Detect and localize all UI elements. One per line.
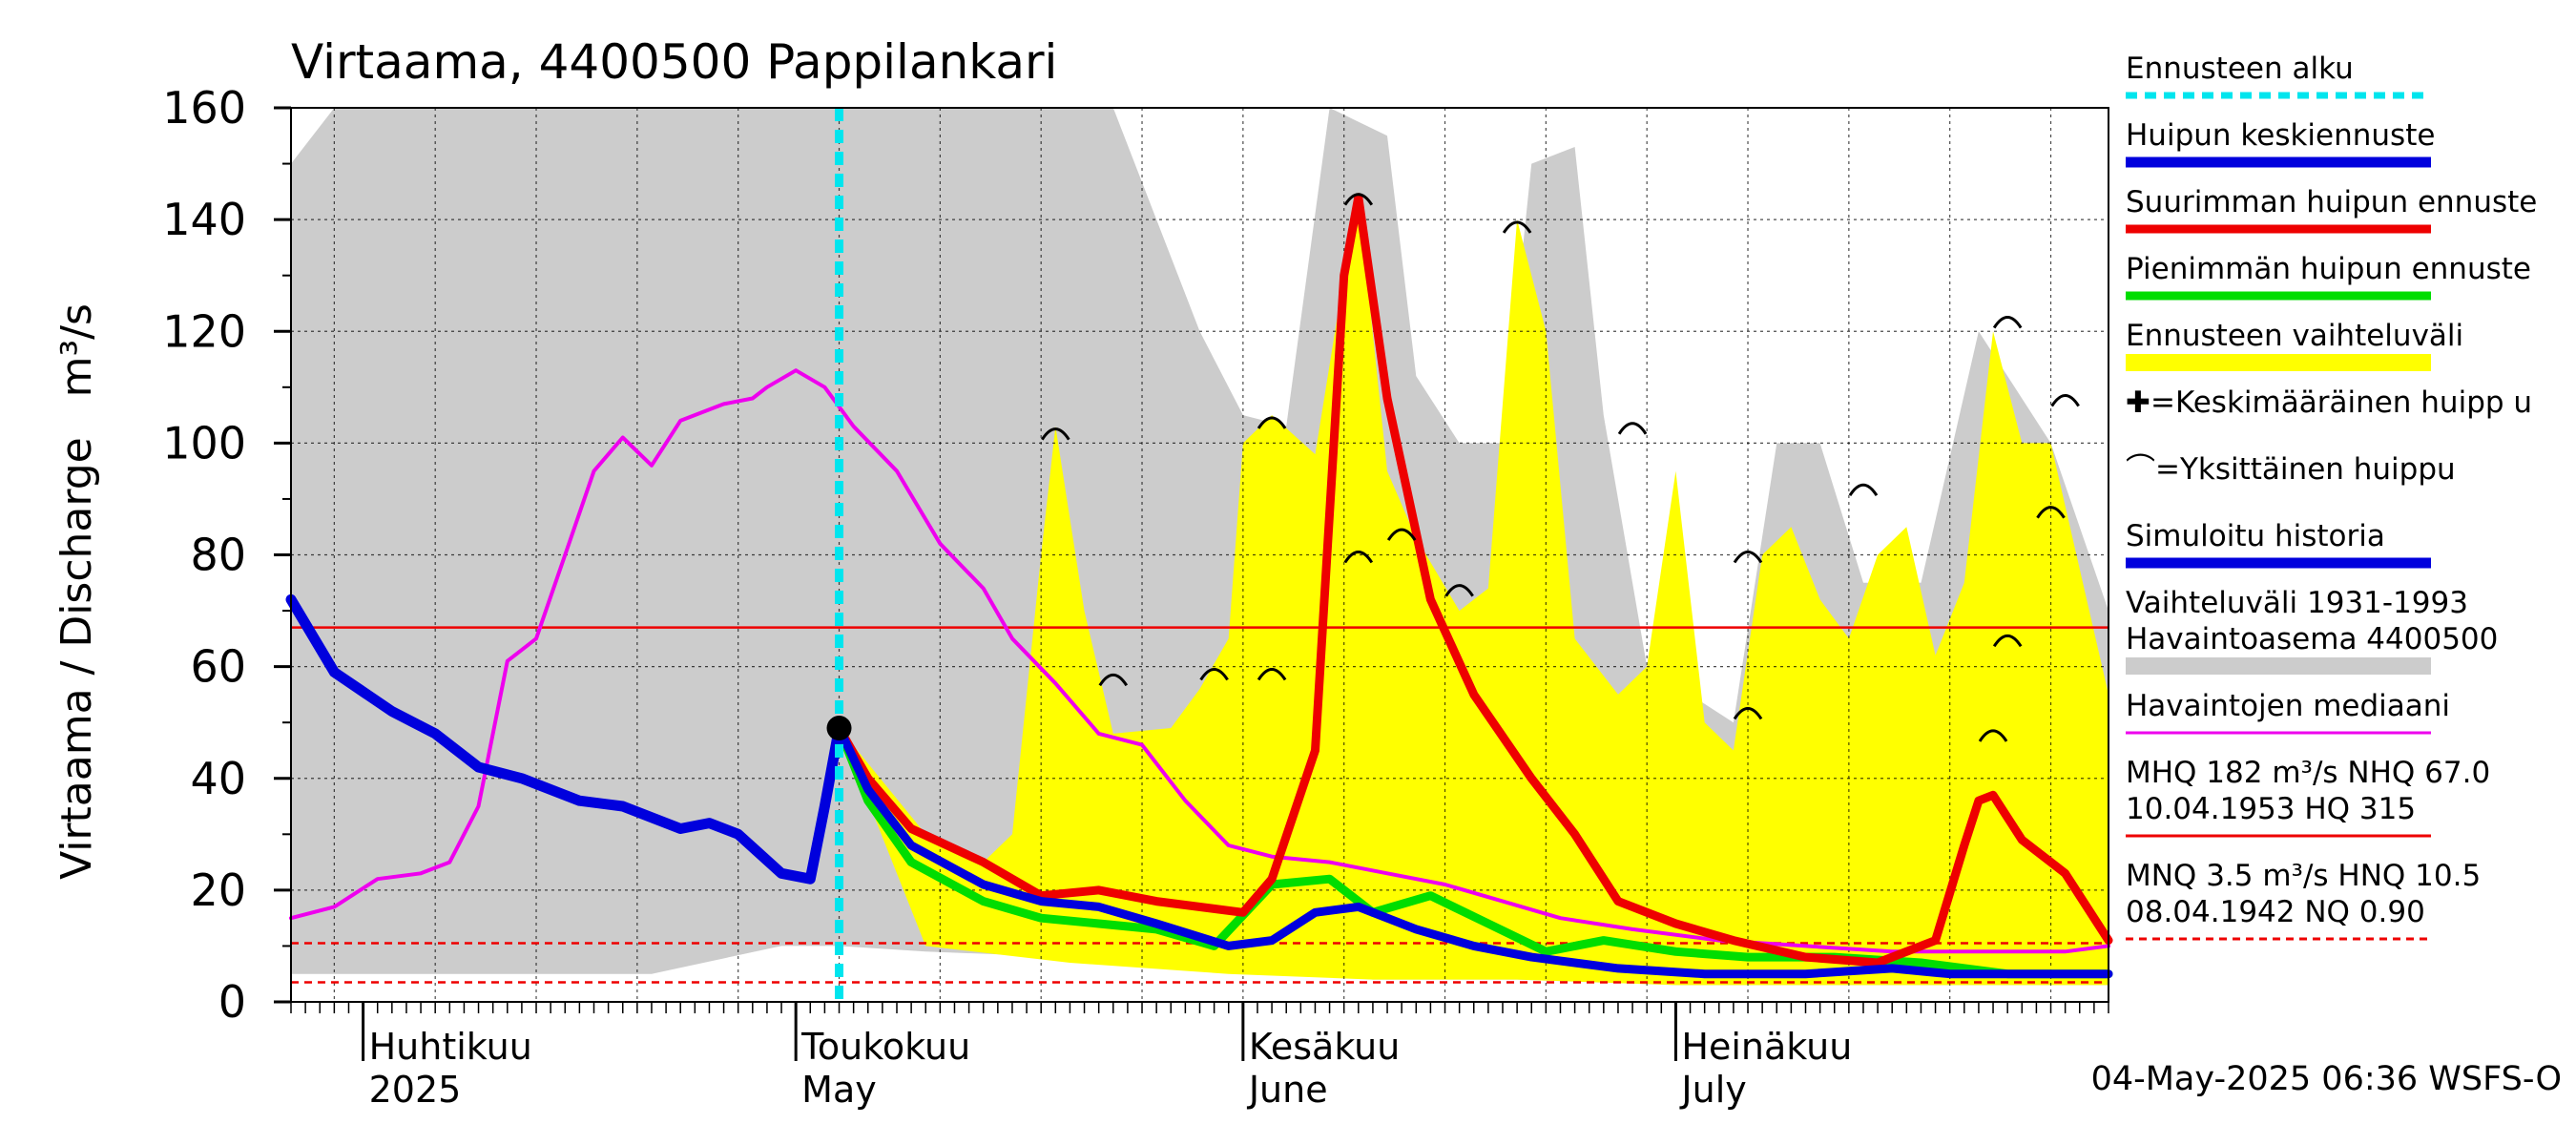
mean-peak-forecast-line <box>835 723 2113 979</box>
x-month-label-en: July <box>1679 1069 1746 1111</box>
single-peak-marker <box>1502 220 1532 234</box>
legend-label: ⌒=Yksittäinen huippu <box>2126 452 2456 487</box>
legend-swatch <box>2126 657 2431 675</box>
single-peak-marker <box>1733 707 1763 720</box>
forecast-range-band <box>839 197 2109 986</box>
legend-label: Pienimmän huipun ennuste <box>2126 252 2531 286</box>
x-month-label-fi: Heinäkuu <box>1681 1026 1852 1068</box>
single-peak-marker <box>1617 422 1648 435</box>
single-peak-marker <box>1199 668 1229 681</box>
legend-label: 08.04.1942 NQ 0.90 <box>2126 895 2425 929</box>
single-peak-marker <box>2050 394 2080 407</box>
y-tick-label: 40 <box>190 753 246 804</box>
legend-label: Ennusteen vaihteluväli <box>2126 319 2463 353</box>
y-tick-label: 80 <box>190 530 246 581</box>
single-peak-markers <box>1041 193 2080 742</box>
x-month-label-en: 2025 <box>369 1069 462 1111</box>
single-peak-marker <box>1733 551 1763 564</box>
y-tick-label: 140 <box>162 194 246 245</box>
legend-label: MHQ 182 m³/s NHQ 67.0 <box>2126 756 2490 790</box>
forecast-series <box>285 108 2113 1005</box>
single-peak-marker <box>1848 483 1879 497</box>
grid-lines <box>291 108 2109 1002</box>
legend-label: Suurimman huipun ennuste <box>2126 185 2537 219</box>
max-peak-forecast-line <box>835 193 2113 968</box>
single-peak-marker <box>1444 584 1474 597</box>
footer-timestamp: 04-May-2025 06:36 WSFS-O <box>2091 1060 2562 1098</box>
legend: Ennusteen alku Huipun keskiennuste Suurimm… <box>2126 52 2537 941</box>
legend-label: Huipun keskiennuste <box>2126 118 2435 153</box>
legend-label: Simuloitu historia <box>2126 519 2385 553</box>
y-tick-label: 20 <box>190 864 246 916</box>
y-tick-label: 120 <box>162 305 246 357</box>
x-month-label-en: June <box>1247 1069 1328 1111</box>
legend-label: Vaihteluväli 1931-1993 <box>2126 586 2468 620</box>
variability-bands <box>291 108 2109 1002</box>
y-tick-label: 60 <box>190 641 246 693</box>
single-peak-marker <box>1343 551 1374 564</box>
single-peak-marker <box>1257 668 1287 681</box>
current-value-marker <box>826 716 852 741</box>
single-peak-marker <box>1992 316 2023 329</box>
single-peak-marker <box>1386 528 1417 541</box>
single-peak-marker <box>1992 634 2023 648</box>
single-peak-marker <box>1343 193 1374 206</box>
y-tick-label: 0 <box>218 976 246 1028</box>
x-month-label-fi: Toukokuu <box>800 1026 970 1068</box>
y-tick-label: 160 <box>162 82 246 134</box>
chart-title: Virtaama, 4400500 Pappilankari <box>291 34 1057 90</box>
x-month-label-fi: Huhtikuu <box>369 1026 532 1068</box>
simulated-history-line <box>285 593 844 885</box>
legend-swatch <box>2126 354 2431 371</box>
legend-label: Havaintoasema 4400500 <box>2126 622 2498 656</box>
y-tick-label: 100 <box>162 417 246 468</box>
legend-label: 10.04.1953 HQ 315 <box>2126 792 2416 826</box>
legend-label: Havaintojen mediaani <box>2126 689 2450 723</box>
legend-label: Ennusteen alku <box>2126 52 2354 86</box>
single-peak-marker <box>2036 506 2066 519</box>
y-axis-label: Virtaama / Discharge m³/s <box>52 303 101 880</box>
median-line <box>289 368 2110 954</box>
x-month-label-en: May <box>801 1069 877 1111</box>
legend-label: MNQ 3.5 m³/s HNQ 10.5 <box>2126 859 2481 893</box>
x-month-label-fi: Kesäkuu <box>1249 1026 1401 1068</box>
single-peak-marker <box>1098 673 1129 687</box>
single-peak-marker <box>1257 416 1287 429</box>
legend-label: ✚=Keskimääräinen huipp u <box>2126 385 2532 420</box>
single-peak-marker <box>1041 427 1070 441</box>
single-peak-marker <box>1978 729 2008 742</box>
